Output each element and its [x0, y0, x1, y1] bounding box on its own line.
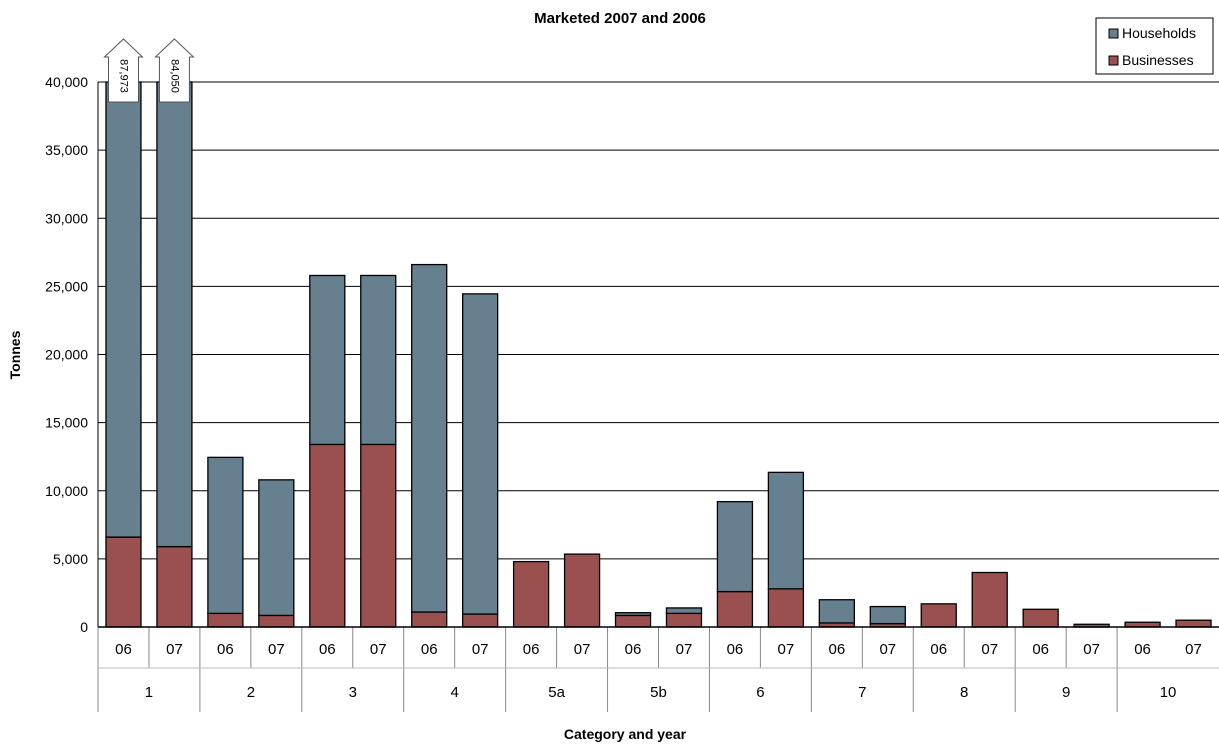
legend-label-businesses: Businesses [1122, 52, 1194, 68]
y-tick-label: 30,000 [45, 210, 88, 226]
bar-businesses [768, 589, 803, 627]
x-group-label: 10 [1160, 684, 1177, 701]
x-tick-label: 07 [676, 641, 693, 658]
bar-businesses [1023, 609, 1058, 627]
bar-households [616, 613, 651, 616]
x-tick-label: 06 [930, 641, 947, 658]
bar-businesses [717, 592, 752, 627]
x-group-label: 8 [960, 684, 968, 701]
y-tick-label: 0 [80, 619, 88, 635]
x-tick-label: 07 [1185, 641, 1202, 658]
x-tick-label: 07 [166, 641, 183, 658]
bar-businesses [106, 537, 141, 627]
bar-households [412, 265, 447, 612]
bar-businesses [514, 562, 549, 627]
bar-households [310, 275, 345, 444]
y-tick-label: 35,000 [45, 142, 88, 158]
bar-households [768, 472, 803, 588]
x-tick-label: 06 [421, 641, 438, 658]
x-tick-label: 07 [778, 641, 795, 658]
bar-businesses [259, 615, 294, 627]
x-group-label: 1 [145, 684, 153, 701]
y-tick-label: 15,000 [45, 415, 88, 431]
x-group-label: 3 [349, 684, 357, 701]
legend-swatch-households [1109, 29, 1118, 38]
bar-households [463, 294, 498, 614]
bar-businesses [361, 444, 396, 627]
chart-title: Marketed 2007 and 2006 [534, 10, 706, 27]
y-tick-label: 10,000 [45, 483, 88, 499]
x-group-label: 2 [247, 684, 255, 701]
x-tick-label: 06 [1134, 641, 1151, 658]
bar-businesses [1176, 620, 1211, 627]
bar-households [666, 608, 701, 613]
x-group-label: 5b [650, 684, 667, 701]
bar-businesses [565, 554, 600, 627]
y-tick-label: 20,000 [45, 347, 88, 363]
x-tick-label: 06 [727, 641, 744, 658]
bar-households [208, 457, 243, 613]
legend-label-households: Households [1122, 25, 1196, 41]
x-tick-label: 06 [625, 641, 642, 658]
bar-households [361, 275, 396, 444]
x-group-label: 5a [548, 684, 565, 701]
x-tick-label: 06 [828, 641, 845, 658]
x-group-label: 9 [1062, 684, 1070, 701]
x-tick-label: 07 [370, 641, 387, 658]
x-axis: 06 07 06 07 06 07 06 07 06 07 06 07 06 07 06 07 06 07 06 07… [98, 627, 1219, 712]
bar-households [717, 502, 752, 592]
x-tick-label: 06 [319, 641, 336, 658]
y-tick-labels: 0 5,000 10,000 15,000 20,000 25,000 30,000 35,0… [45, 74, 88, 635]
overflow-value-label: 87,973 [118, 59, 130, 93]
overflow-annotations: 87,973 84,050 [104, 39, 193, 102]
bar-businesses [412, 612, 447, 627]
y-tick-label: 40,000 [45, 74, 88, 90]
y-tick-label: 25,000 [45, 278, 88, 294]
x-group-label: 6 [756, 684, 764, 701]
y-axis-label: Tonnes [7, 330, 23, 379]
bar-businesses [463, 614, 498, 627]
bar-businesses [208, 613, 243, 627]
bar-households [819, 600, 854, 623]
x-tick-label: 06 [217, 641, 234, 658]
x-tick-label: 06 [523, 641, 540, 658]
x-tick-label: 06 [115, 641, 132, 658]
x-tick-label: 07 [879, 641, 896, 658]
x-tick-label: 07 [1083, 641, 1100, 658]
bar-businesses [157, 547, 192, 627]
overflow-value-label: 84,050 [169, 59, 181, 93]
x-tick-label: 07 [981, 641, 998, 658]
x-axis-label: Category and year [564, 726, 687, 742]
bar-businesses [972, 573, 1007, 628]
bar-businesses [921, 604, 956, 627]
x-tick-label: 06 [1032, 641, 1049, 658]
x-group-label: 4 [451, 684, 459, 701]
bar-households [259, 480, 294, 616]
x-group-label: 7 [858, 684, 866, 701]
legend-swatch-businesses [1109, 56, 1118, 65]
x-tick-label: 07 [268, 641, 285, 658]
x-tick-label: 07 [472, 641, 489, 658]
bar-businesses [666, 613, 701, 627]
x-tick-label: 07 [574, 641, 591, 658]
legend: Households Businesses [1096, 18, 1213, 74]
bar-businesses [310, 444, 345, 627]
bar-households [157, 82, 192, 547]
bar-households [870, 607, 905, 624]
y-tick-label: 5,000 [53, 551, 88, 567]
bar-businesses [616, 615, 651, 627]
bar-households [106, 82, 141, 537]
